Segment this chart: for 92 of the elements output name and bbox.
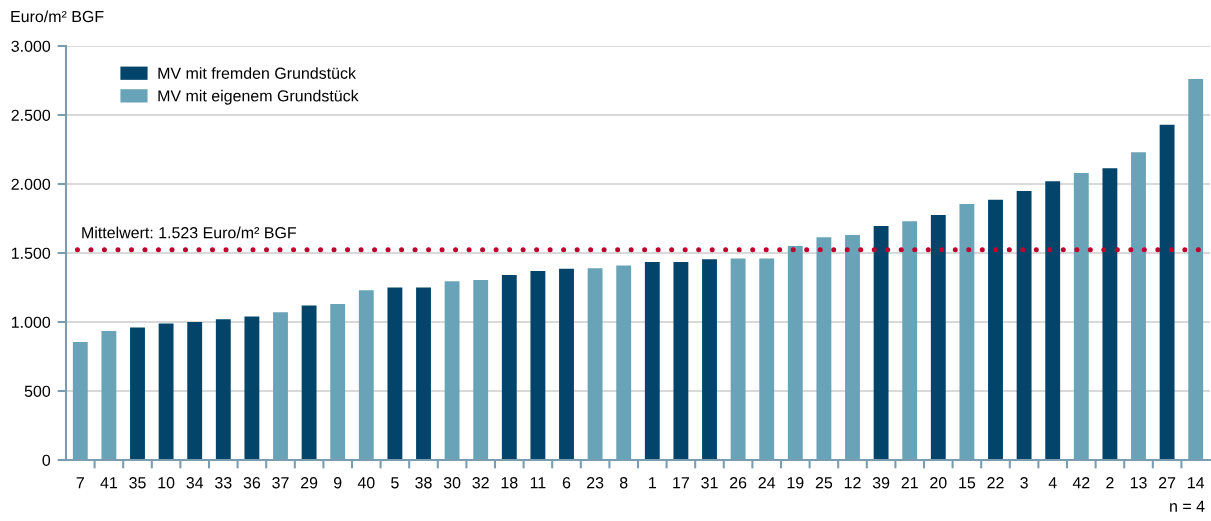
y-axis-title: Euro/m² BGF: [11, 10, 104, 23]
bar: [1159, 124, 1175, 460]
bar: [587, 268, 603, 460]
y-tick-label: 2.500: [11, 109, 51, 121]
bar: [1131, 152, 1146, 460]
bar: [473, 279, 489, 460]
bar: [273, 312, 288, 460]
bar: [1016, 190, 1032, 460]
x-tick-label: 11: [530, 477, 546, 489]
bar: [988, 199, 1003, 460]
bar: [787, 246, 803, 460]
x-tick-label: 32: [472, 477, 489, 489]
x-tick-label: 24: [758, 477, 776, 489]
bar: [215, 319, 231, 460]
x-tick-label: 17: [673, 477, 689, 489]
x-tick-label: 12: [844, 477, 861, 489]
x-tick-label: 14: [1188, 477, 1205, 489]
x-tick-label: 9: [334, 477, 342, 489]
ref-line-label: Mittelwert: 1.523 Euro/m² BGF: [82, 226, 297, 239]
legend-label: MV mit eigenem Grundstück: [158, 89, 359, 105]
bar: [873, 226, 889, 460]
x-tick-label: 27: [1159, 477, 1176, 489]
x-tick-label: 33: [215, 477, 232, 489]
bar: [959, 204, 975, 460]
x-tick-label: 42: [1072, 477, 1090, 489]
bar: [730, 258, 746, 460]
x-tick-label: 37: [272, 477, 289, 489]
bar: [101, 330, 117, 460]
bar: [759, 258, 775, 460]
bar: [416, 287, 431, 460]
y-tick-label: 3.000: [11, 40, 51, 52]
x-tick-label: 26: [730, 477, 747, 489]
x-tick-label: 23: [587, 477, 604, 489]
x-tick-label: 34: [186, 477, 204, 489]
x-tick-label: 20: [930, 477, 947, 489]
legend-label: MV mit fremden Grundstück: [158, 67, 356, 79]
bar: [530, 270, 546, 460]
x-tick-label: 1: [649, 477, 656, 489]
bar: [358, 290, 374, 460]
bar: [244, 316, 260, 460]
bar: [1073, 172, 1089, 460]
bar: [930, 215, 946, 460]
y-tick-label: 1.500: [11, 247, 51, 259]
x-tick-label: 19: [787, 477, 804, 489]
bar: [1188, 79, 1204, 460]
x-tick-label: 4: [1048, 477, 1057, 489]
x-tick-label: 22: [987, 477, 1004, 489]
bar: [816, 237, 832, 460]
bar: [444, 281, 460, 460]
x-tick-label: 3: [1020, 477, 1028, 489]
bar: [845, 235, 860, 460]
x-tick-label: 10: [158, 477, 175, 489]
bar: [387, 287, 403, 460]
y-tick-label: 500: [24, 385, 51, 397]
bar: [301, 305, 317, 460]
x-tick-label: 13: [1130, 477, 1147, 489]
x-tick-label: 29: [301, 477, 318, 489]
text: n = 4: [1170, 500, 1205, 512]
bar: [330, 304, 346, 460]
x-tick-label: 38: [415, 477, 432, 489]
bar: [702, 259, 717, 460]
bar: [673, 261, 689, 460]
bar: [1045, 181, 1061, 460]
y-tick-label: 1.000: [11, 316, 51, 328]
x-tick-label: 5: [391, 477, 399, 489]
x-tick-label: 25: [815, 477, 833, 489]
bar: [559, 268, 574, 460]
x-tick-label: 39: [872, 477, 890, 489]
bar: [187, 322, 203, 460]
x-tick-label: 41: [100, 477, 117, 489]
x-tick-label: 8: [619, 477, 628, 489]
bar: [616, 265, 632, 460]
x-tick-label: 30: [443, 477, 461, 489]
y-tick-label: 0: [42, 454, 51, 466]
x-tick-label: 7: [76, 477, 84, 489]
bar: [72, 342, 88, 460]
x-tick-label: 6: [562, 477, 571, 489]
bar: [902, 221, 918, 460]
x-tick-label: 18: [501, 477, 518, 489]
bar: [501, 275, 517, 460]
x-tick-label: 31: [701, 477, 718, 489]
x-tick-label: 36: [243, 477, 261, 489]
x-tick-label: 40: [357, 477, 375, 489]
x-tick-label: 35: [129, 477, 146, 489]
x-tick-label: 21: [901, 477, 918, 489]
bar: [158, 323, 174, 460]
bar: [130, 327, 145, 460]
y-tick-label: 2.000: [11, 178, 51, 190]
bar: [644, 261, 660, 460]
bar: [1102, 168, 1118, 460]
x-tick-label: 15: [959, 477, 976, 489]
x-tick-label: 2: [1106, 477, 1114, 489]
